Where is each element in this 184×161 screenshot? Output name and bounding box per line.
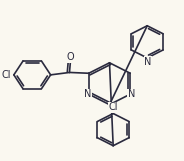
Text: Cl: Cl	[1, 70, 11, 80]
Text: O: O	[67, 52, 74, 62]
Text: Cl: Cl	[108, 102, 118, 112]
Text: N: N	[128, 89, 135, 99]
Text: N: N	[84, 89, 91, 99]
Text: N: N	[144, 57, 152, 67]
